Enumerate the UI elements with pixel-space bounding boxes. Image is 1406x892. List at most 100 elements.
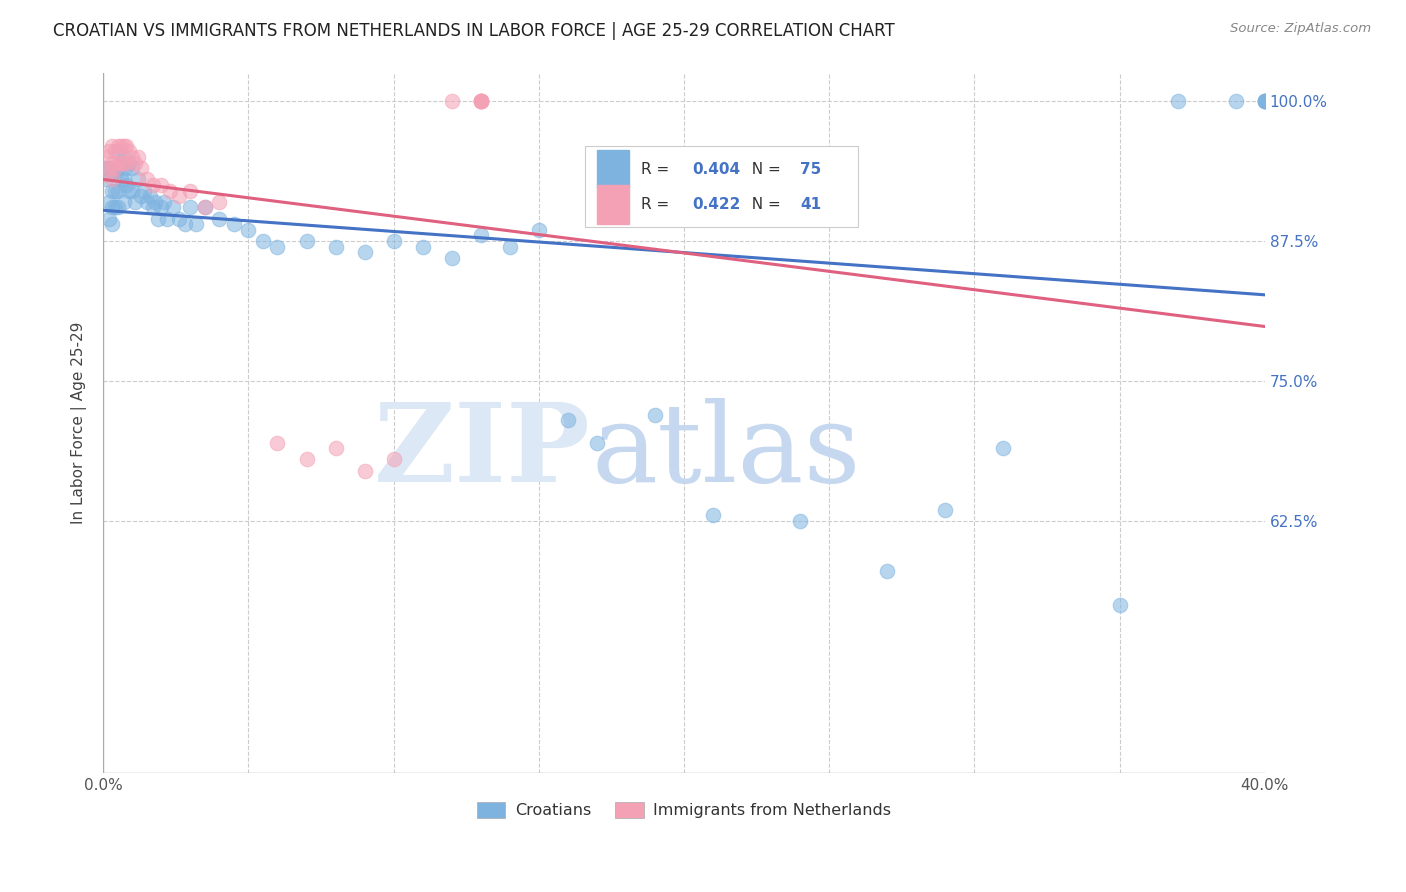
Text: 0.404: 0.404 (692, 161, 741, 177)
Point (101, 201, 124, 215)
Point (101, 217, 124, 231)
Point (127, 150, 149, 164)
Point (412, 239, 434, 253)
Point (115, 161, 138, 176)
Point (186, 217, 208, 231)
Point (94, 172, 117, 186)
Point (527, 223, 550, 237)
Point (167, 211, 190, 226)
Point (208, 194, 231, 209)
Point (353, 245, 375, 260)
Point (353, 464, 375, 478)
Point (121, 184, 143, 198)
Point (470, 94, 492, 108)
Legend: Croatians, Immigrants from Netherlands: Croatians, Immigrants from Netherlands (470, 796, 898, 824)
Point (107, 161, 129, 176)
Point (876, 565, 898, 579)
Point (115, 155, 138, 169)
Point (135, 172, 157, 186)
Text: R =: R = (641, 161, 675, 177)
Point (789, 514, 811, 528)
Point (325, 239, 347, 253)
Point (222, 217, 245, 231)
Point (440, 251, 463, 265)
Point (104, 161, 127, 176)
Point (470, 94, 492, 108)
Point (107, 138, 129, 153)
Text: ZIP: ZIP (374, 398, 591, 505)
Point (104, 145, 127, 159)
Point (138, 189, 160, 203)
Point (124, 155, 146, 169)
Point (173, 217, 195, 231)
Point (112, 194, 135, 209)
Point (98, 161, 121, 176)
Point (586, 435, 609, 450)
Point (118, 155, 141, 169)
Point (499, 239, 522, 253)
Point (148, 211, 170, 226)
Point (1254, 94, 1277, 108)
Text: 41: 41 (800, 197, 821, 212)
Point (470, 228, 492, 243)
Point (150, 201, 173, 215)
Point (194, 201, 217, 215)
Point (470, 94, 492, 108)
Point (1167, 94, 1189, 108)
Point (98, 161, 121, 176)
Point (1225, 94, 1247, 108)
Point (644, 408, 666, 422)
Point (557, 413, 579, 427)
Point (129, 189, 152, 203)
Point (470, 94, 492, 108)
Point (121, 150, 143, 164)
Point (252, 234, 274, 248)
FancyBboxPatch shape (585, 146, 858, 227)
FancyBboxPatch shape (598, 150, 630, 188)
Point (110, 155, 132, 169)
Text: 0.422: 0.422 (692, 197, 741, 212)
Point (124, 194, 146, 209)
Point (101, 155, 124, 169)
Point (101, 184, 124, 198)
Text: R =: R = (641, 197, 675, 212)
Point (127, 172, 149, 186)
Point (238, 223, 260, 237)
Point (129, 161, 152, 176)
Point (104, 201, 127, 215)
Point (104, 184, 127, 198)
Point (98, 145, 121, 159)
Point (153, 194, 176, 209)
Point (94, 167, 117, 181)
Point (107, 155, 129, 169)
Point (167, 189, 190, 203)
Point (208, 211, 231, 226)
Point (156, 211, 179, 226)
Point (159, 184, 181, 198)
Point (1108, 598, 1130, 612)
Point (702, 508, 724, 523)
Point (145, 194, 167, 209)
Point (132, 184, 155, 198)
Point (112, 155, 135, 169)
Point (107, 184, 129, 198)
Point (1254, 94, 1277, 108)
Point (179, 184, 201, 198)
Point (94, 150, 117, 164)
Point (1254, 94, 1277, 108)
Text: CROATIAN VS IMMIGRANTS FROM NETHERLANDS IN LABOR FORCE | AGE 25-29 CORRELATION C: CROATIAN VS IMMIGRANTS FROM NETHERLANDS … (53, 22, 896, 40)
FancyBboxPatch shape (598, 186, 630, 224)
Point (107, 145, 129, 159)
Point (101, 172, 124, 186)
Point (382, 234, 405, 248)
Point (110, 155, 132, 169)
Point (115, 138, 138, 153)
Text: Source: ZipAtlas.com: Source: ZipAtlas.com (1230, 22, 1371, 36)
Point (121, 161, 143, 176)
Text: 75: 75 (800, 161, 821, 177)
Point (1254, 94, 1277, 108)
Text: atlas: atlas (591, 398, 860, 505)
Point (118, 184, 141, 198)
Point (118, 145, 141, 159)
Point (179, 201, 201, 215)
